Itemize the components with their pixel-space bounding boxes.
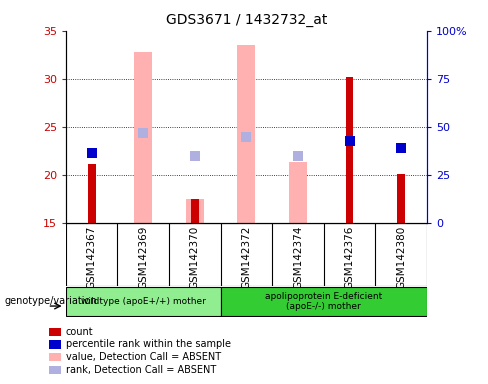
Bar (289, 162, 307, 223)
Text: genotype/variation: genotype/variation (5, 296, 98, 306)
Text: GSM142372: GSM142372 (242, 226, 251, 289)
Point (243, 134, 250, 141)
Text: GSM142370: GSM142370 (190, 226, 200, 289)
Point (88, 149, 96, 156)
Point (191, 153, 199, 160)
Text: wildtype (apoE+/+) mother: wildtype (apoE+/+) mother (81, 297, 206, 306)
FancyBboxPatch shape (221, 287, 427, 316)
Bar (346, 77, 353, 223)
Point (346, 138, 353, 144)
Title: GDS3671 / 1432732_at: GDS3671 / 1432732_at (166, 13, 327, 27)
Text: GSM142374: GSM142374 (293, 226, 303, 289)
FancyBboxPatch shape (66, 287, 221, 316)
Bar (191, 199, 199, 223)
Text: count: count (66, 327, 94, 337)
Text: GSM142376: GSM142376 (345, 226, 355, 289)
Point (397, 145, 405, 151)
Bar (134, 52, 152, 223)
Bar (88, 164, 96, 223)
Bar (186, 199, 204, 223)
Text: GSM142369: GSM142369 (138, 226, 148, 289)
Text: percentile rank within the sample: percentile rank within the sample (66, 339, 231, 349)
Text: apolipoprotein E-deficient
(apoE-/-) mother: apolipoprotein E-deficient (apoE-/-) mot… (265, 292, 383, 311)
Point (294, 153, 302, 160)
Bar (397, 174, 405, 223)
Text: GSM142380: GSM142380 (396, 226, 406, 289)
Text: GSM142367: GSM142367 (87, 226, 97, 289)
Point (140, 130, 147, 136)
Bar (238, 45, 256, 223)
Text: rank, Detection Call = ABSENT: rank, Detection Call = ABSENT (66, 365, 216, 375)
Text: value, Detection Call = ABSENT: value, Detection Call = ABSENT (66, 352, 221, 362)
